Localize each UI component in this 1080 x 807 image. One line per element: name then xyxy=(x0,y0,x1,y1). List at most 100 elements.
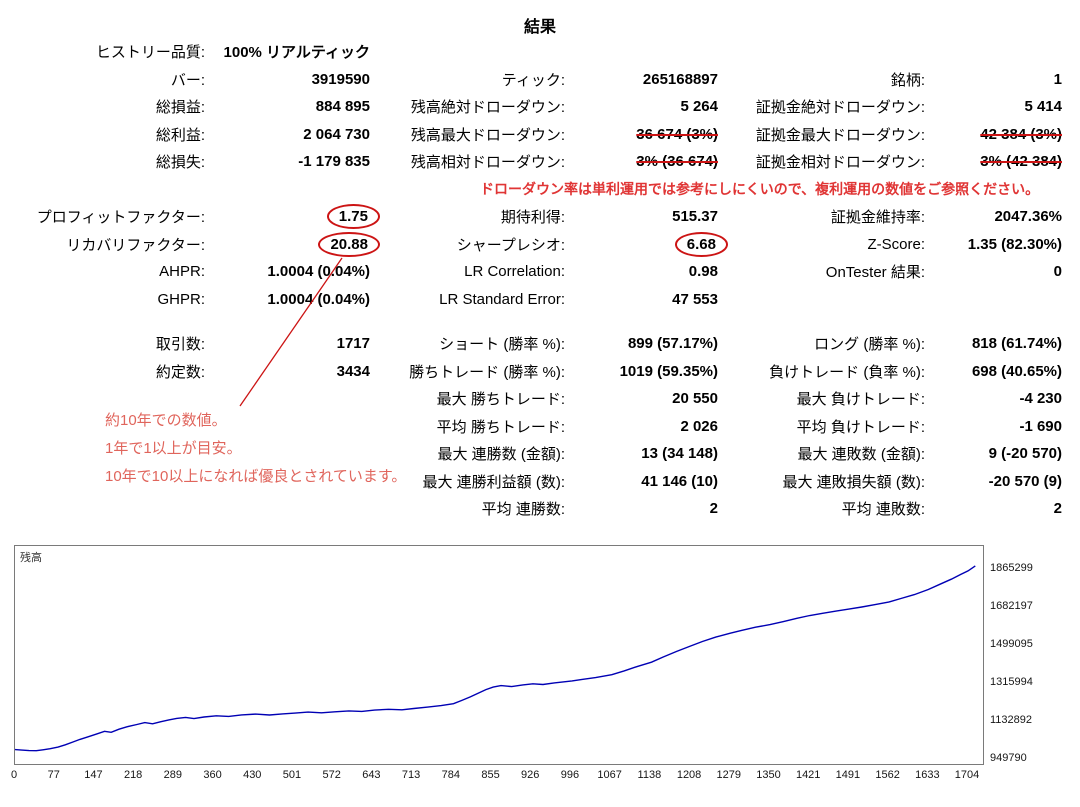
x-tick-label: 784 xyxy=(441,769,460,781)
stat-label: 最大 負けトレード: xyxy=(796,391,925,409)
balance-curve-line xyxy=(15,565,976,752)
stat-label: 勝ちトレード (勝率 %): xyxy=(409,363,565,381)
stat-label: ティック: xyxy=(501,71,565,89)
stat-value: 41 146 (10) xyxy=(641,472,718,490)
stat-value-cell: 515.37 xyxy=(565,208,718,225)
stat-value: 20.88 xyxy=(318,231,380,257)
stat-value: 42 384 (3%) xyxy=(980,125,1062,143)
stat-label: ショート (勝率 %): xyxy=(439,336,565,354)
stats-table: ヒストリー品質: 100% リアルティック バー: 3919590 ティック: 26516… xyxy=(0,38,1080,523)
stat-label: 平均 勝ちトレード: xyxy=(436,418,565,436)
stat-value-cell: 0.98 xyxy=(565,263,718,280)
stat-value-cell: -1 690 xyxy=(925,418,1062,435)
x-tick-label: 218 xyxy=(123,769,143,781)
stat-label: シャープレシオ: xyxy=(456,236,565,254)
y-tick-label: 949790 xyxy=(990,752,1027,764)
x-tick-label: 1279 xyxy=(716,769,742,781)
stat-value-cell: 0 xyxy=(925,263,1062,280)
stat-label: 証拠金絶対ドローダウン: xyxy=(755,99,925,117)
stat-value-cell: -20 570 (9) xyxy=(925,473,1062,490)
stats-row: 最大 連勝利益額 (数): 41 146 (10) 最大 連敗損失額 (数): -20… xyxy=(0,468,1080,496)
stat-label: バー: xyxy=(170,71,205,89)
annotation-line-3: 10年で10以上になれば優良とされています。 xyxy=(105,468,407,485)
y-tick-label: 1499095 xyxy=(990,638,1033,650)
stat-value: 0 xyxy=(1053,263,1062,281)
y-tick-label: 1682197 xyxy=(990,600,1033,612)
x-tick-label: 643 xyxy=(362,769,381,781)
x-tick-label: 572 xyxy=(322,769,341,781)
y-tick-label: 1865299 xyxy=(990,562,1033,574)
stat-value: 698 (40.65%) xyxy=(971,362,1062,380)
stat-label: 最大 連敗損失額 (数): xyxy=(782,473,926,491)
x-tick-label: 1704 xyxy=(954,769,980,781)
stats-row: 平均 連勝数: 2 平均 連敗数: 2 xyxy=(0,495,1080,523)
stat-value-cell: 3434 xyxy=(205,363,370,380)
stats-row: リカバリファクター: 20.88 シャープレシオ: 6.68 Z-Score: 1.35 … xyxy=(0,231,1080,259)
page-title: 結果 xyxy=(523,19,556,36)
stat-value: -1 690 xyxy=(1019,417,1062,435)
stat-value-cell: 42 384 (3%) xyxy=(925,126,1062,143)
stat-value: 5 414 xyxy=(1024,98,1062,116)
stats-row: ヒストリー品質: 100% リアルティック xyxy=(0,38,1080,66)
stat-label: 最大 連敗数 (金額): xyxy=(797,446,926,464)
stat-value: 2 026 xyxy=(680,417,718,435)
stats-row: プロフィットファクター: 1.75 期待利得: 515.37 証拠金維持率: 2047.3… xyxy=(0,203,1080,231)
stat-value: 3434 xyxy=(336,362,370,380)
stat-value-cell: 698 (40.65%) xyxy=(925,363,1062,380)
stat-value: 36 674 (3%) xyxy=(636,125,718,143)
stat-value-cell: 2 064 730 xyxy=(205,126,370,143)
stat-value-cell: -1 179 835 xyxy=(205,153,370,170)
stat-value-cell: 1.75 xyxy=(205,204,380,230)
x-tick-label: 713 xyxy=(401,769,421,781)
stat-value-cell: 100% リアルティック xyxy=(205,41,370,62)
stat-value: 100% リアルティック xyxy=(223,44,370,62)
stat-value: 2 064 730 xyxy=(303,125,370,143)
y-tick-label: 1132892 xyxy=(990,714,1033,726)
stat-value: 1019 (59.35%) xyxy=(619,362,718,380)
annotation-line-2: 1年で1以上が目安。 xyxy=(105,440,242,457)
stat-value: 1.0004 (0.04%) xyxy=(267,263,370,281)
stat-label: 証拠金相対ドローダウン: xyxy=(755,154,925,172)
stat-label: 残高絶対ドローダウン: xyxy=(410,99,565,117)
stat-label: 約定数: xyxy=(155,363,205,381)
stat-value: 1 xyxy=(1053,70,1062,88)
x-tick-label: 1491 xyxy=(835,769,861,781)
stat-value: 1.75 xyxy=(326,204,380,230)
stat-label: LR Standard Error: xyxy=(439,290,565,308)
x-tick-label: 926 xyxy=(521,769,540,781)
stat-value-cell: 2 xyxy=(925,500,1062,517)
recovery-factor-annotation: 約10年での数値。 1年で1以上が目安。 10年で10以上になれば優良とされてい… xyxy=(105,407,406,491)
stat-label: 総利益: xyxy=(155,126,205,144)
stat-value-cell: 3% (36 674) xyxy=(565,153,718,170)
stat-value-cell: 3% (42 384) xyxy=(925,153,1062,170)
stat-value-cell: 899 (57.17%) xyxy=(565,335,718,352)
x-tick-label: 360 xyxy=(203,769,222,781)
stat-value-cell: 9 (-20 570) xyxy=(925,445,1062,462)
stats-row: 平均 勝ちトレード: 2 026 平均 負けトレード: -1 690 xyxy=(0,413,1080,441)
x-tick-label: 1562 xyxy=(875,769,900,781)
stat-label: 残高最大ドローダウン: xyxy=(410,126,565,144)
stat-value: -4 230 xyxy=(1019,390,1062,408)
stat-value-cell: 20.88 xyxy=(205,231,380,257)
stats-row: 取引数: 1717 ショート (勝率 %): 899 (57.17%) ロング (勝率 … xyxy=(0,330,1080,358)
balance-curve xyxy=(15,565,976,752)
stat-label: 最大 勝ちトレード: xyxy=(436,391,565,409)
stat-value: -20 570 (9) xyxy=(988,472,1062,490)
stat-label: 平均 連敗数: xyxy=(841,501,925,519)
stat-label: 期待利得: xyxy=(500,209,565,227)
stat-value-cell: 6.68 xyxy=(565,231,728,257)
x-tick-label: 77 xyxy=(47,769,60,781)
stat-value: 884 895 xyxy=(315,98,370,116)
stat-value-cell: 884 895 xyxy=(205,98,370,115)
stat-label: LR Correlation: xyxy=(464,263,565,281)
x-tick-label: 147 xyxy=(84,769,103,781)
stat-label: 平均 連勝数: xyxy=(481,501,565,519)
stat-label: AHPR: xyxy=(159,263,205,281)
stat-label: プロフィットファクター: xyxy=(36,209,205,227)
stat-label: 負けトレード (負率 %): xyxy=(769,363,925,381)
stat-label: 証拠金最大ドローダウン: xyxy=(755,126,925,144)
stat-value: 1.0004 (0.04%) xyxy=(267,290,370,308)
stat-value: 5 264 xyxy=(680,98,718,116)
stats-row: ドローダウン率は単利運用では参考にしにくいので、複利運用の数値をご参照ください。 xyxy=(0,176,1080,204)
stat-value-cell: 41 146 (10) xyxy=(565,473,718,490)
